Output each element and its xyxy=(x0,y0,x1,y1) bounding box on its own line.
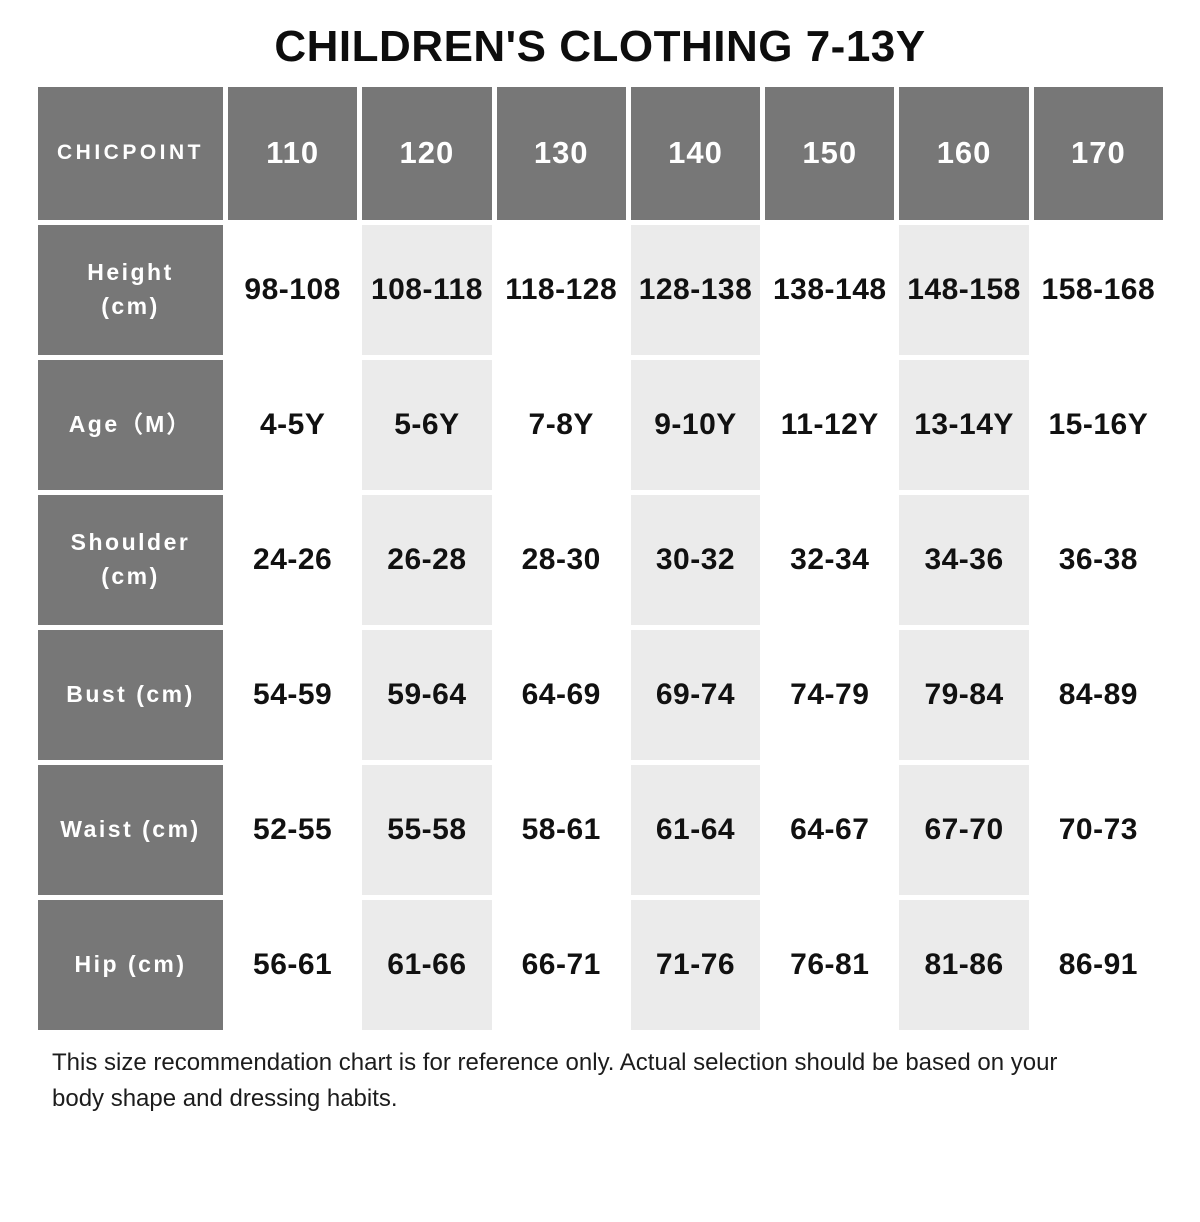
size-value-cell: 59-64 xyxy=(362,629,492,760)
size-value-cell: 67-70 xyxy=(899,764,1029,895)
size-table: CHICPOINT 110 120 130 140 150 160 170 He… xyxy=(38,86,1163,1030)
size-header-cell: 150 xyxy=(765,86,895,220)
size-value-cell: 128-138 xyxy=(630,224,761,355)
size-value-cell: 138-148 xyxy=(765,224,895,355)
size-value-cell: 61-64 xyxy=(630,764,761,895)
brand-header-cell: CHICPOINT xyxy=(38,86,223,220)
footnote-line-1: This size recommendation chart is for re… xyxy=(52,1048,1058,1076)
size-value-cell: 30-32 xyxy=(630,494,761,625)
size-value-cell: 15-16Y xyxy=(1033,359,1163,490)
size-value-cell: 108-118 xyxy=(362,224,492,355)
size-value-cell: 98-108 xyxy=(228,224,358,355)
size-value-cell: 11-12Y xyxy=(765,359,895,490)
size-value-cell: 5-6Y xyxy=(362,359,492,490)
size-value-cell: 34-36 xyxy=(899,494,1029,625)
size-value-cell: 158-168 xyxy=(1033,224,1163,355)
size-chart-page: CHILDREN'S CLOTHING 7-13Y CHICPOINT 110 … xyxy=(0,22,1200,1117)
size-value-cell: 54-59 xyxy=(228,629,358,760)
size-header-cell: 110 xyxy=(228,86,358,220)
size-value-cell: 36-38 xyxy=(1033,494,1163,625)
footnote-line-2: body shape and dressing habits. xyxy=(52,1084,398,1112)
size-value-cell: 56-61 xyxy=(228,899,358,1030)
size-value-cell: 32-34 xyxy=(765,494,895,625)
size-value-cell: 66-71 xyxy=(496,899,626,1030)
size-value-cell: 69-74 xyxy=(630,629,761,760)
size-value-cell: 4-5Y xyxy=(228,359,358,490)
size-value-cell: 52-55 xyxy=(228,764,358,895)
page-title: CHILDREN'S CLOTHING 7-13Y xyxy=(274,22,926,71)
size-value-cell: 13-14Y xyxy=(899,359,1029,490)
size-value-cell: 79-84 xyxy=(899,629,1029,760)
size-value-cell: 74-79 xyxy=(765,629,895,760)
size-value-cell: 64-69 xyxy=(496,629,626,760)
size-value-cell: 26-28 xyxy=(362,494,492,625)
size-value-cell: 76-81 xyxy=(765,899,895,1030)
size-value-cell: 9-10Y xyxy=(630,359,761,490)
size-value-cell: 86-91 xyxy=(1033,899,1163,1030)
size-value-cell: 84-89 xyxy=(1033,629,1163,760)
size-value-cell: 61-66 xyxy=(362,899,492,1030)
size-header-cell: 120 xyxy=(362,86,492,220)
row-label-height: Height (cm) xyxy=(38,224,223,355)
size-value-cell: 7-8Y xyxy=(496,359,626,490)
size-value-cell: 55-58 xyxy=(362,764,492,895)
row-label-hip: Hip (cm) xyxy=(38,899,223,1030)
row-label-shoulder: Shoulder (cm) xyxy=(38,494,223,625)
size-value-cell: 71-76 xyxy=(630,899,761,1030)
size-value-cell: 70-73 xyxy=(1033,764,1163,895)
size-value-cell: 81-86 xyxy=(899,899,1029,1030)
size-value-cell: 28-30 xyxy=(496,494,626,625)
size-header-cell: 170 xyxy=(1033,86,1163,220)
size-value-cell: 24-26 xyxy=(228,494,358,625)
row-label-bust: Bust (cm) xyxy=(38,629,223,760)
size-header-cell: 130 xyxy=(496,86,626,220)
footnote: This size recommendation chart is for re… xyxy=(52,1045,1162,1117)
size-value-cell: 118-128 xyxy=(496,224,626,355)
row-label-age: Age（M） xyxy=(38,359,223,490)
size-header-cell: 140 xyxy=(630,86,761,220)
size-header-cell: 160 xyxy=(899,86,1029,220)
row-label-waist: Waist (cm) xyxy=(38,764,223,895)
size-value-cell: 58-61 xyxy=(496,764,626,895)
size-value-cell: 148-158 xyxy=(899,224,1029,355)
size-value-cell: 64-67 xyxy=(765,764,895,895)
